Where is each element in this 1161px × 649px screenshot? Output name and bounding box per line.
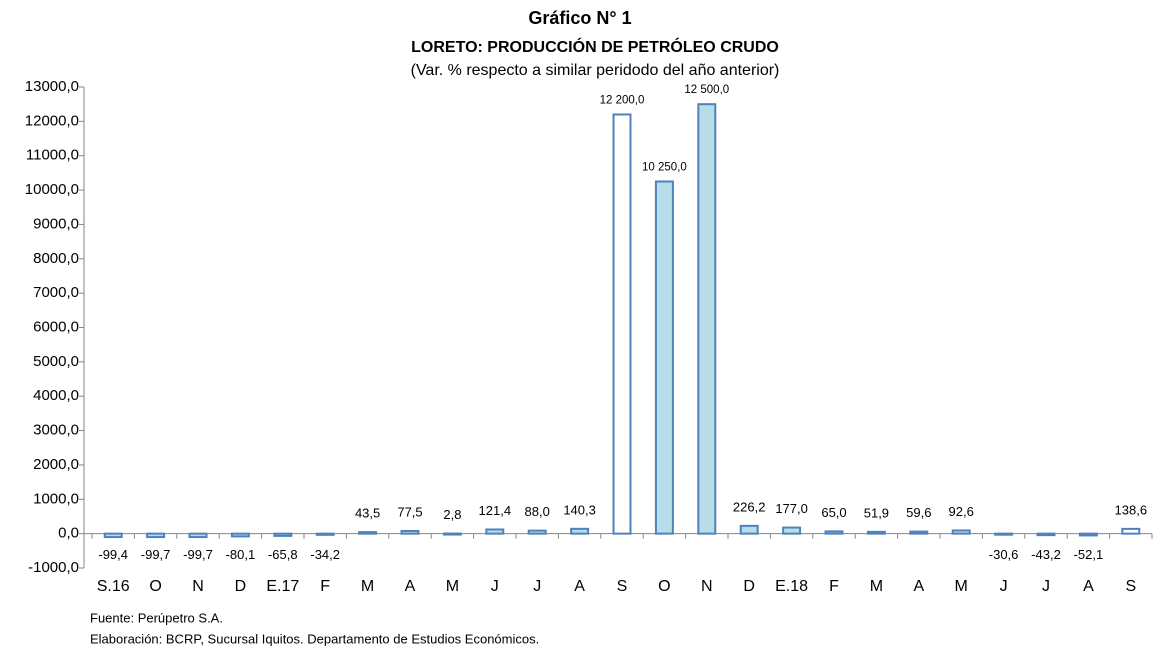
bar xyxy=(824,530,844,535)
bar xyxy=(951,529,971,535)
bar xyxy=(103,532,123,539)
data-label: 92,6 xyxy=(949,504,974,519)
x-tick-label: M xyxy=(446,578,459,595)
bar xyxy=(315,532,335,536)
bar xyxy=(358,531,378,535)
x-tick-label: S xyxy=(1125,578,1136,595)
y-tick-label: 9000,0 xyxy=(33,215,79,232)
data-label: 12 500,0 xyxy=(684,84,729,96)
bar xyxy=(697,103,717,535)
x-tick-label: M xyxy=(955,578,968,595)
data-label: 59,6 xyxy=(906,505,931,520)
bar xyxy=(1036,532,1056,537)
bar xyxy=(1078,532,1098,537)
data-label: 226,2 xyxy=(733,499,766,514)
x-tick-label: J xyxy=(1042,578,1050,595)
data-label: 12 200,0 xyxy=(600,95,645,107)
x-tick-label: A xyxy=(913,578,924,595)
data-label: 43,5 xyxy=(355,506,380,521)
data-label: 65,0 xyxy=(821,505,846,520)
x-tick-label: A xyxy=(574,578,585,595)
data-label: 77,5 xyxy=(397,504,422,519)
y-tick-label: 5000,0 xyxy=(33,353,79,370)
data-label: 138,6 xyxy=(1115,502,1148,517)
data-label: -30,6 xyxy=(989,547,1019,562)
data-label: -65,8 xyxy=(268,547,298,562)
x-tick-label: O xyxy=(149,578,161,595)
data-label: -99,4 xyxy=(98,547,128,562)
x-tick-label: A xyxy=(405,578,416,595)
bar xyxy=(527,529,547,535)
data-label: -34,2 xyxy=(310,547,340,562)
y-tick-label: 12000,0 xyxy=(25,112,79,129)
x-tick-label: O xyxy=(658,578,670,595)
chart-subtitle: LORETO: PRODUCCIÓN DE PETRÓLEO CRUDO xyxy=(411,37,779,56)
data-label: 177,0 xyxy=(775,501,808,516)
x-tick-label: M xyxy=(361,578,374,595)
bar xyxy=(230,532,250,538)
x-tick-label: J xyxy=(491,578,499,595)
y-tick-label: 10000,0 xyxy=(25,181,79,198)
bar xyxy=(146,532,166,539)
x-tick-label: D xyxy=(743,578,755,595)
data-label: -99,7 xyxy=(141,547,171,562)
y-tick-label: 1000,0 xyxy=(33,490,79,507)
y-tick-label: 11000,0 xyxy=(26,147,79,164)
x-tick-label: S xyxy=(617,578,628,595)
x-tick-label: J xyxy=(1000,578,1008,595)
chart-subtitle: (Var. % respecto a similar peridodo del … xyxy=(411,62,780,79)
bar xyxy=(400,529,420,535)
y-tick-label: 13000,0 xyxy=(25,78,79,95)
x-tick-label: N xyxy=(701,578,713,595)
y-tick-label: 2000,0 xyxy=(33,456,79,473)
data-label: -52,1 xyxy=(1074,547,1104,562)
bar xyxy=(782,526,802,535)
x-tick-label: D xyxy=(235,578,247,595)
y-tick-label: 0,0 xyxy=(58,525,79,542)
x-tick-label: M xyxy=(870,578,883,595)
y-tick-label: 8000,0 xyxy=(33,250,79,267)
y-tick-label: 4000,0 xyxy=(33,387,79,404)
bar xyxy=(654,180,674,535)
x-tick-label: F xyxy=(320,578,330,595)
bar xyxy=(485,528,505,535)
x-tick-label: S.16 xyxy=(97,578,130,595)
credit-note: Elaboración: BCRP, Sucursal Iquitos. Dep… xyxy=(90,631,539,646)
chart-title: Gráfico N° 1 xyxy=(528,8,631,28)
bar xyxy=(273,532,293,537)
bar xyxy=(739,524,759,535)
data-label: -43,2 xyxy=(1031,547,1061,562)
y-tick-label: 3000,0 xyxy=(33,422,79,439)
data-label: 10 250,0 xyxy=(642,162,687,174)
bar xyxy=(866,530,886,535)
data-label: 140,3 xyxy=(563,502,596,517)
y-tick-label: -1000,0 xyxy=(28,559,79,576)
data-label: 2,8 xyxy=(443,507,461,522)
data-label: 88,0 xyxy=(525,504,550,519)
bar xyxy=(994,532,1014,536)
data-label: -80,1 xyxy=(226,547,256,562)
y-tick-label: 7000,0 xyxy=(33,284,79,301)
x-tick-label: A xyxy=(1083,578,1094,595)
data-label: -99,7 xyxy=(183,547,213,562)
x-tick-label: E.18 xyxy=(775,578,808,595)
y-tick-label: 6000,0 xyxy=(33,318,79,335)
bar xyxy=(909,530,929,535)
x-tick-label: N xyxy=(192,578,204,595)
bar xyxy=(612,113,632,535)
bar xyxy=(570,527,590,535)
x-tick-label: F xyxy=(829,578,839,595)
x-tick-label: J xyxy=(533,578,541,595)
x-tick-label: E.17 xyxy=(266,578,299,595)
data-label: 51,9 xyxy=(864,505,889,520)
bar xyxy=(442,532,462,536)
data-label: 121,4 xyxy=(479,503,512,518)
bar xyxy=(1121,527,1141,535)
bar xyxy=(188,532,208,539)
source-note: Fuente: Perúpetro S.A. xyxy=(90,610,223,625)
